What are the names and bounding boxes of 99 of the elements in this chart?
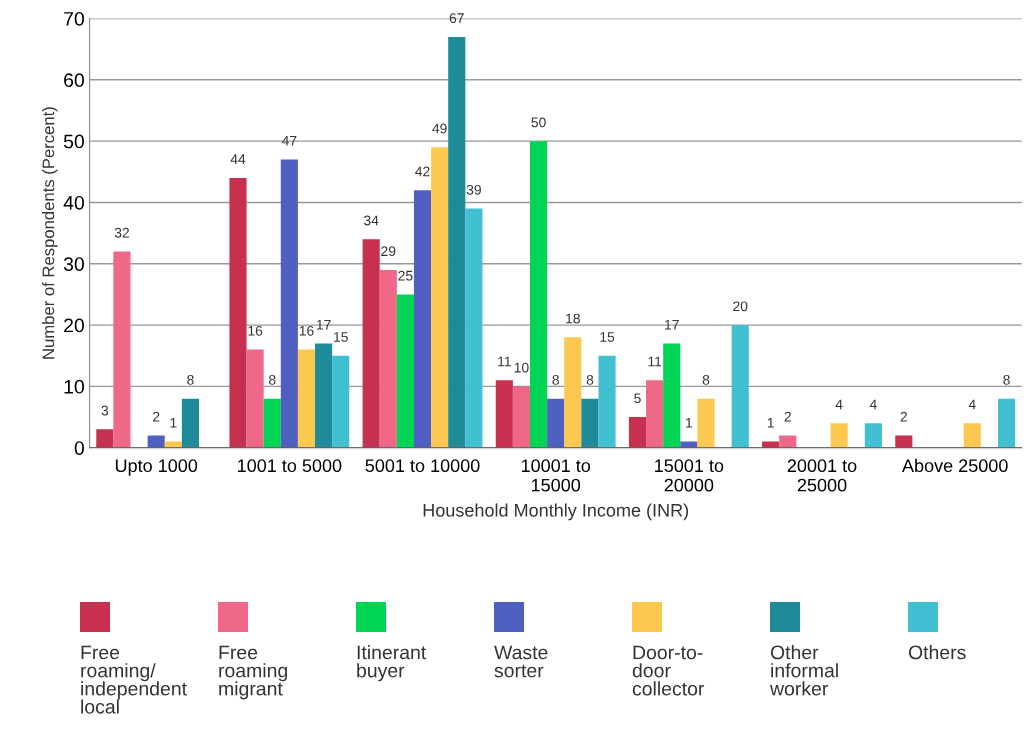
data-label: 8 bbox=[187, 374, 194, 385]
data-label: 16 bbox=[248, 325, 263, 336]
data-label: 17 bbox=[665, 319, 679, 330]
bar bbox=[448, 36, 466, 448]
data-label: 1 bbox=[767, 418, 774, 428]
x-axis-title: Household Monthly Income (INR) bbox=[423, 503, 689, 521]
y-tick-label: 40 bbox=[63, 195, 84, 210]
y-tick-label: 60 bbox=[64, 73, 84, 88]
data-label: 8 bbox=[1003, 374, 1010, 385]
bar bbox=[465, 208, 483, 448]
data-label: 8 bbox=[586, 374, 594, 385]
data-label: 17 bbox=[316, 319, 331, 330]
bar bbox=[280, 159, 298, 448]
bar bbox=[96, 429, 114, 448]
data-label: 32 bbox=[114, 227, 129, 238]
x-tick-label: 1001 to 5000 bbox=[238, 459, 342, 473]
bar bbox=[646, 380, 664, 448]
bar bbox=[663, 343, 681, 448]
data-label: 5 bbox=[634, 393, 641, 404]
bar bbox=[963, 423, 981, 448]
data-label: 1 bbox=[686, 418, 693, 428]
x-tick-label: 5001 to 10000 bbox=[365, 459, 480, 473]
data-label: 25 bbox=[398, 270, 413, 281]
legend-label: Free roaming/ independent local bbox=[81, 645, 187, 714]
legend-label: Itinerant buyer bbox=[357, 645, 427, 682]
y-tick-label: 0 bbox=[74, 441, 84, 455]
bar bbox=[512, 386, 530, 448]
bar bbox=[581, 398, 599, 448]
bar bbox=[530, 141, 548, 448]
legend-label: Door-to- door collector bbox=[632, 645, 705, 696]
bar bbox=[147, 435, 165, 448]
bar bbox=[181, 398, 199, 448]
bar bbox=[864, 423, 882, 448]
data-label: 15 bbox=[334, 332, 348, 342]
legend-label: Free roaming migrant bbox=[219, 645, 287, 700]
data-label: 2 bbox=[153, 411, 160, 422]
x-tick-label: Upto 1000 bbox=[115, 459, 198, 476]
y-tick-label: 10 bbox=[64, 379, 84, 394]
y-tick-label: 20 bbox=[64, 318, 84, 333]
data-label: 50 bbox=[531, 117, 546, 128]
legend-label: Others bbox=[908, 645, 966, 660]
bar bbox=[413, 190, 432, 448]
data-label: 2 bbox=[784, 411, 791, 422]
bar bbox=[697, 398, 715, 448]
data-label: 67 bbox=[449, 13, 464, 24]
bar bbox=[564, 337, 582, 448]
data-label: 16 bbox=[299, 325, 314, 336]
bar bbox=[830, 423, 848, 448]
bar bbox=[263, 398, 281, 448]
bar bbox=[396, 294, 414, 448]
bar bbox=[332, 355, 350, 448]
x-tick-label: Above 25000 bbox=[902, 458, 1008, 473]
data-label: 11 bbox=[648, 356, 662, 367]
bar bbox=[895, 435, 913, 448]
data-label: 1 bbox=[170, 418, 177, 428]
bar bbox=[379, 269, 397, 448]
data-label: 20 bbox=[733, 301, 748, 312]
data-label: 39 bbox=[466, 184, 481, 195]
x-tick-label: 20001 to 25000 bbox=[787, 459, 857, 492]
data-label: 34 bbox=[363, 215, 379, 226]
legend-label: Waste sorter bbox=[494, 645, 548, 678]
data-label: 11 bbox=[498, 356, 511, 367]
data-label: 49 bbox=[432, 123, 447, 134]
data-label: 15 bbox=[600, 332, 615, 342]
x-tick-label: 15001 to 20000 bbox=[655, 459, 724, 492]
data-label: 18 bbox=[566, 313, 580, 324]
y-tick-label: 50 bbox=[63, 134, 84, 149]
bar bbox=[779, 435, 797, 448]
data-label: 4 bbox=[835, 399, 843, 410]
bar bbox=[297, 349, 316, 448]
bar bbox=[731, 325, 749, 448]
bar bbox=[315, 343, 333, 448]
data-label: 4 bbox=[869, 399, 877, 410]
data-label: 29 bbox=[381, 246, 396, 257]
data-label: 47 bbox=[281, 135, 297, 146]
y-axis-title: Number of Respondents (Percent) bbox=[42, 107, 58, 359]
data-label: 10 bbox=[514, 362, 529, 373]
bar bbox=[246, 349, 264, 448]
bar bbox=[495, 380, 513, 448]
bar bbox=[598, 355, 616, 448]
bar bbox=[362, 239, 380, 448]
data-label: 4 bbox=[968, 399, 976, 410]
bar bbox=[431, 147, 449, 448]
data-label: 8 bbox=[268, 374, 276, 385]
legend-label: Other informal worker bbox=[769, 645, 838, 696]
data-label: 2 bbox=[900, 411, 907, 422]
y-tick-label: 30 bbox=[63, 257, 84, 271]
bar bbox=[547, 398, 565, 448]
data-label: 42 bbox=[415, 166, 430, 177]
bar bbox=[229, 177, 247, 448]
data-label: 8 bbox=[552, 374, 559, 385]
y-tick-label: 70 bbox=[64, 11, 84, 26]
bar bbox=[997, 398, 1016, 448]
data-label: 3 bbox=[101, 405, 109, 416]
x-tick-label: 10001 to 15000 bbox=[521, 459, 591, 492]
data-label: 44 bbox=[230, 154, 246, 164]
data-label: 8 bbox=[702, 374, 710, 385]
bar bbox=[628, 417, 647, 448]
bar bbox=[113, 251, 131, 448]
